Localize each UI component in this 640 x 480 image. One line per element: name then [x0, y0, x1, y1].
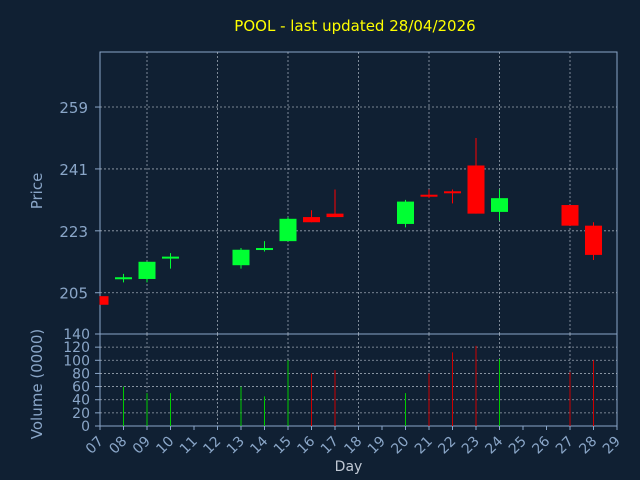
price-axis-label: Price [28, 173, 46, 210]
candle-body [561, 205, 579, 226]
volume-y-tick-label: 0 [81, 419, 90, 435]
volume-axis-label: Volume (0000) [28, 329, 46, 439]
price-y-tick-label: 259 [59, 99, 88, 117]
x-tick-label: 28 [576, 434, 600, 458]
x-tick-label: 16 [294, 433, 318, 457]
candle-body [585, 225, 602, 255]
x-tick-label: 21 [412, 434, 436, 458]
candle-body [326, 213, 344, 218]
volume-y-tick-label: 100 [63, 353, 90, 369]
x-tick-label: 13 [224, 434, 248, 458]
x-tick-label: 17 [318, 434, 342, 458]
candle-body [444, 191, 461, 194]
candle-body [138, 261, 156, 279]
x-tick-label: 08 [106, 434, 130, 458]
x-tick-label: 29 [600, 434, 624, 458]
candle-body [256, 248, 273, 251]
x-axis-label: Day [335, 459, 363, 475]
candle-body [467, 165, 485, 214]
x-tick-label: 18 [341, 434, 365, 458]
volume-y-tick-label: 20 [72, 406, 90, 422]
price-y-tick-label: 223 [59, 223, 88, 241]
candle-body [279, 218, 297, 242]
x-tick-label: 19 [365, 434, 389, 458]
candle-body [115, 277, 132, 280]
x-tick-label: 26 [529, 433, 553, 457]
price-y-tick-label: 205 [59, 285, 88, 303]
volume-y-tick-label: 140 [63, 327, 90, 343]
x-tick-label: 12 [200, 434, 224, 458]
x-tick-label: 10 [153, 434, 177, 458]
x-tick-label: 09 [130, 434, 154, 458]
volume-y-tick-label: 120 [63, 340, 90, 356]
volume-y-tick-label: 60 [72, 380, 90, 396]
candle-body [303, 217, 320, 223]
x-tick-label: 11 [177, 434, 201, 458]
x-tick-label: 25 [506, 434, 530, 458]
x-tick-label: 14 [247, 433, 271, 457]
candle-body [100, 296, 109, 305]
candle-body [420, 194, 438, 197]
volume-y-tick-label: 80 [72, 366, 90, 382]
x-tick-label: 22 [435, 434, 459, 458]
x-tick-label: 24 [482, 433, 506, 457]
x-tick-label: 23 [459, 434, 483, 458]
price-y-tick-label: 241 [59, 161, 88, 179]
x-tick-label: 15 [271, 434, 295, 458]
chart-title: POOL - last updated 28/04/2026 [234, 17, 475, 35]
x-tick-label: 27 [553, 434, 577, 458]
x-tick-label: 07 [83, 434, 107, 458]
x-tick-label: 20 [388, 434, 412, 458]
candle-body [232, 249, 250, 266]
candle-body [162, 256, 179, 259]
candle-body [397, 201, 414, 224]
volume-y-tick-label: 40 [72, 393, 90, 409]
candle-body [491, 198, 508, 212]
